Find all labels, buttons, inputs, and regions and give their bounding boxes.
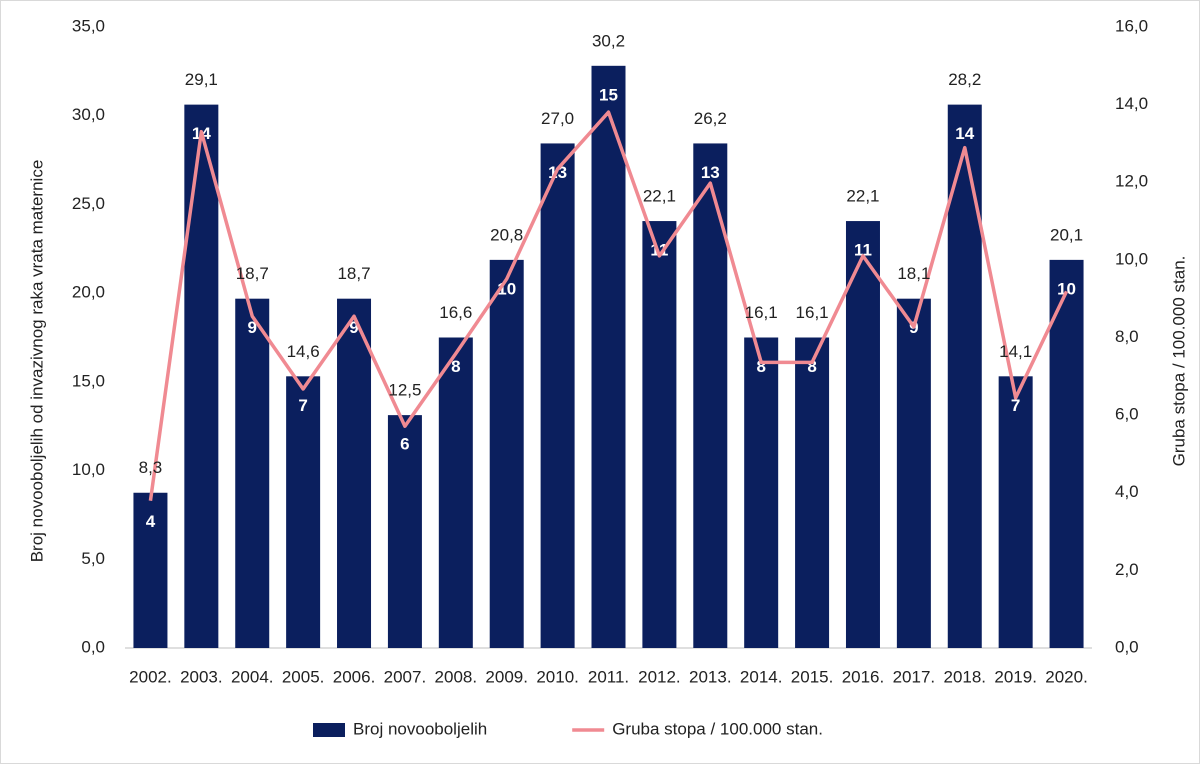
line-value-label: 22,1: [846, 187, 879, 206]
y-tick-label: 25,0: [72, 194, 105, 213]
y-tick-label: 0,0: [81, 637, 105, 656]
y2-tick-label: 8,0: [1115, 327, 1139, 346]
bar-value-label: 8: [451, 357, 460, 376]
x-tick-label: 2008.: [435, 667, 478, 686]
line-value-label: 12,5: [388, 381, 421, 400]
bar: [795, 337, 830, 648]
y-tick-label: 15,0: [72, 371, 105, 390]
bar: [744, 337, 779, 648]
bar-value-label: 6: [400, 435, 409, 454]
x-tick-label: 2017.: [893, 667, 936, 686]
bar: [591, 65, 626, 648]
bar: [133, 492, 168, 648]
x-tick-label: 2002.: [129, 667, 172, 686]
bar-value-label: 11: [854, 241, 872, 260]
line-value-label: 8,3: [139, 458, 163, 477]
line-value-label: 14,1: [999, 342, 1032, 361]
legend-swatch: [313, 723, 345, 737]
line-value-label: 22,1: [643, 187, 676, 206]
y-tick-label: 10,0: [72, 460, 105, 479]
line-value-label: 18,7: [337, 264, 370, 283]
line-value-label: 27,0: [541, 109, 574, 128]
bar-value-label: 9: [349, 318, 358, 337]
line-value-label: 16,1: [796, 303, 829, 322]
x-tick-label: 2016.: [842, 667, 885, 686]
legend-label: Broj novooboljelih: [353, 719, 487, 738]
y2-axis-label: Gruba stopa / 100.000 stan.: [1169, 256, 1188, 467]
bar: [896, 298, 931, 648]
x-tick-label: 2015.: [791, 667, 834, 686]
bar-value-label: 15: [599, 85, 618, 104]
bar-value-label: 7: [1011, 396, 1020, 415]
bar-value-label: 14: [955, 124, 974, 143]
legend-label: Gruba stopa / 100.000 stan.: [612, 719, 823, 738]
bar: [489, 259, 524, 648]
x-tick-label: 2014.: [740, 667, 783, 686]
bar: [642, 221, 677, 648]
y-tick-label: 20,0: [72, 283, 105, 302]
y-tick-label: 5,0: [81, 549, 105, 568]
x-tick-label: 2006.: [333, 667, 376, 686]
line-value-label: 29,1: [185, 70, 218, 89]
line-value-label: 18,1: [897, 264, 930, 283]
line: [148, 110, 1069, 501]
x-tick-label: 2010.: [536, 667, 579, 686]
x-tick-label: 2007.: [384, 667, 427, 686]
bar: [286, 376, 321, 648]
bar: [337, 298, 372, 648]
y2-tick-label: 12,0: [1115, 172, 1148, 191]
bar: [438, 337, 473, 648]
line-value-label: 18,7: [236, 264, 269, 283]
y2-tick-label: 16,0: [1115, 16, 1148, 35]
bar-value-label: 7: [298, 396, 307, 415]
line-value-label: 30,2: [592, 31, 625, 50]
x-tick-label: 2013.: [689, 667, 732, 686]
bar-value-label: 13: [701, 163, 720, 182]
bar-value-label: 8: [807, 357, 816, 376]
bar: [387, 415, 422, 648]
bar-value-label: 4: [146, 512, 156, 531]
y-axis-label: Broj novooboljelih od invazivnog raka vr…: [27, 160, 46, 563]
bar: [845, 221, 880, 648]
x-tick-label: 2009.: [485, 667, 528, 686]
x-tick-label: 2003.: [180, 667, 223, 686]
line-value-label: 16,1: [745, 303, 778, 322]
x-tick-label: 2020.: [1045, 667, 1088, 686]
line-value-label: 20,1: [1050, 225, 1083, 244]
bar: [235, 298, 270, 648]
y2-tick-label: 0,0: [1115, 637, 1139, 656]
y2-tick-label: 6,0: [1115, 405, 1139, 424]
y2-tick-label: 14,0: [1115, 94, 1148, 113]
x-tick-label: 2012.: [638, 667, 681, 686]
y2-tick-label: 10,0: [1115, 249, 1148, 268]
x-tick-label: 2011.: [588, 667, 629, 686]
bar: [998, 376, 1033, 648]
y-tick-label: 35,0: [72, 16, 105, 35]
x-tick-label: 2005.: [282, 667, 325, 686]
bar: [1049, 259, 1084, 648]
line-value-label: 14,6: [287, 342, 320, 361]
x-tick-label: 2019.: [994, 667, 1037, 686]
bar-value-label: 8: [756, 357, 765, 376]
y2-tick-label: 2,0: [1115, 560, 1139, 579]
line-value-label: 26,2: [694, 109, 727, 128]
line-value-label: 16,6: [439, 303, 472, 322]
y2-tick-label: 4,0: [1115, 482, 1139, 501]
line-value-label: 20,8: [490, 225, 523, 244]
bar-value-label: 9: [248, 318, 257, 337]
y-tick-label: 30,0: [72, 105, 105, 124]
bar-value-label: 10: [1057, 279, 1076, 298]
bar: [540, 143, 575, 648]
bar: [184, 104, 219, 648]
line-value-label: 28,2: [948, 70, 981, 89]
x-tick-label: 2004.: [231, 667, 274, 686]
x-tick-label: 2018.: [943, 667, 986, 686]
